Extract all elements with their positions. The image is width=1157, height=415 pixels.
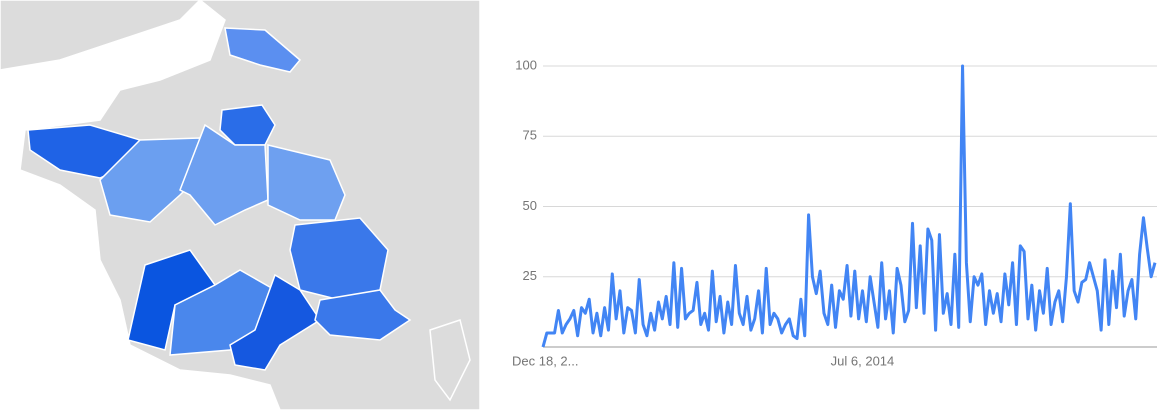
land (0, 0, 202, 71)
region (314, 289, 412, 341)
region (219, 104, 276, 146)
region (179, 123, 269, 226)
island (429, 319, 471, 402)
map (0, 0, 481, 411)
region (229, 273, 322, 371)
x-tick-label: Jul 6, 2014 (831, 353, 895, 368)
x-tick-label: Dec 18, 2... (512, 353, 578, 368)
y-tick-label: 75 (523, 128, 537, 143)
y-tick-label: 50 (523, 198, 537, 213)
region (224, 27, 302, 73)
y-tick-label: 100 (515, 57, 537, 72)
line (541, 64, 1157, 348)
y-tick-label: 25 (523, 268, 537, 283)
